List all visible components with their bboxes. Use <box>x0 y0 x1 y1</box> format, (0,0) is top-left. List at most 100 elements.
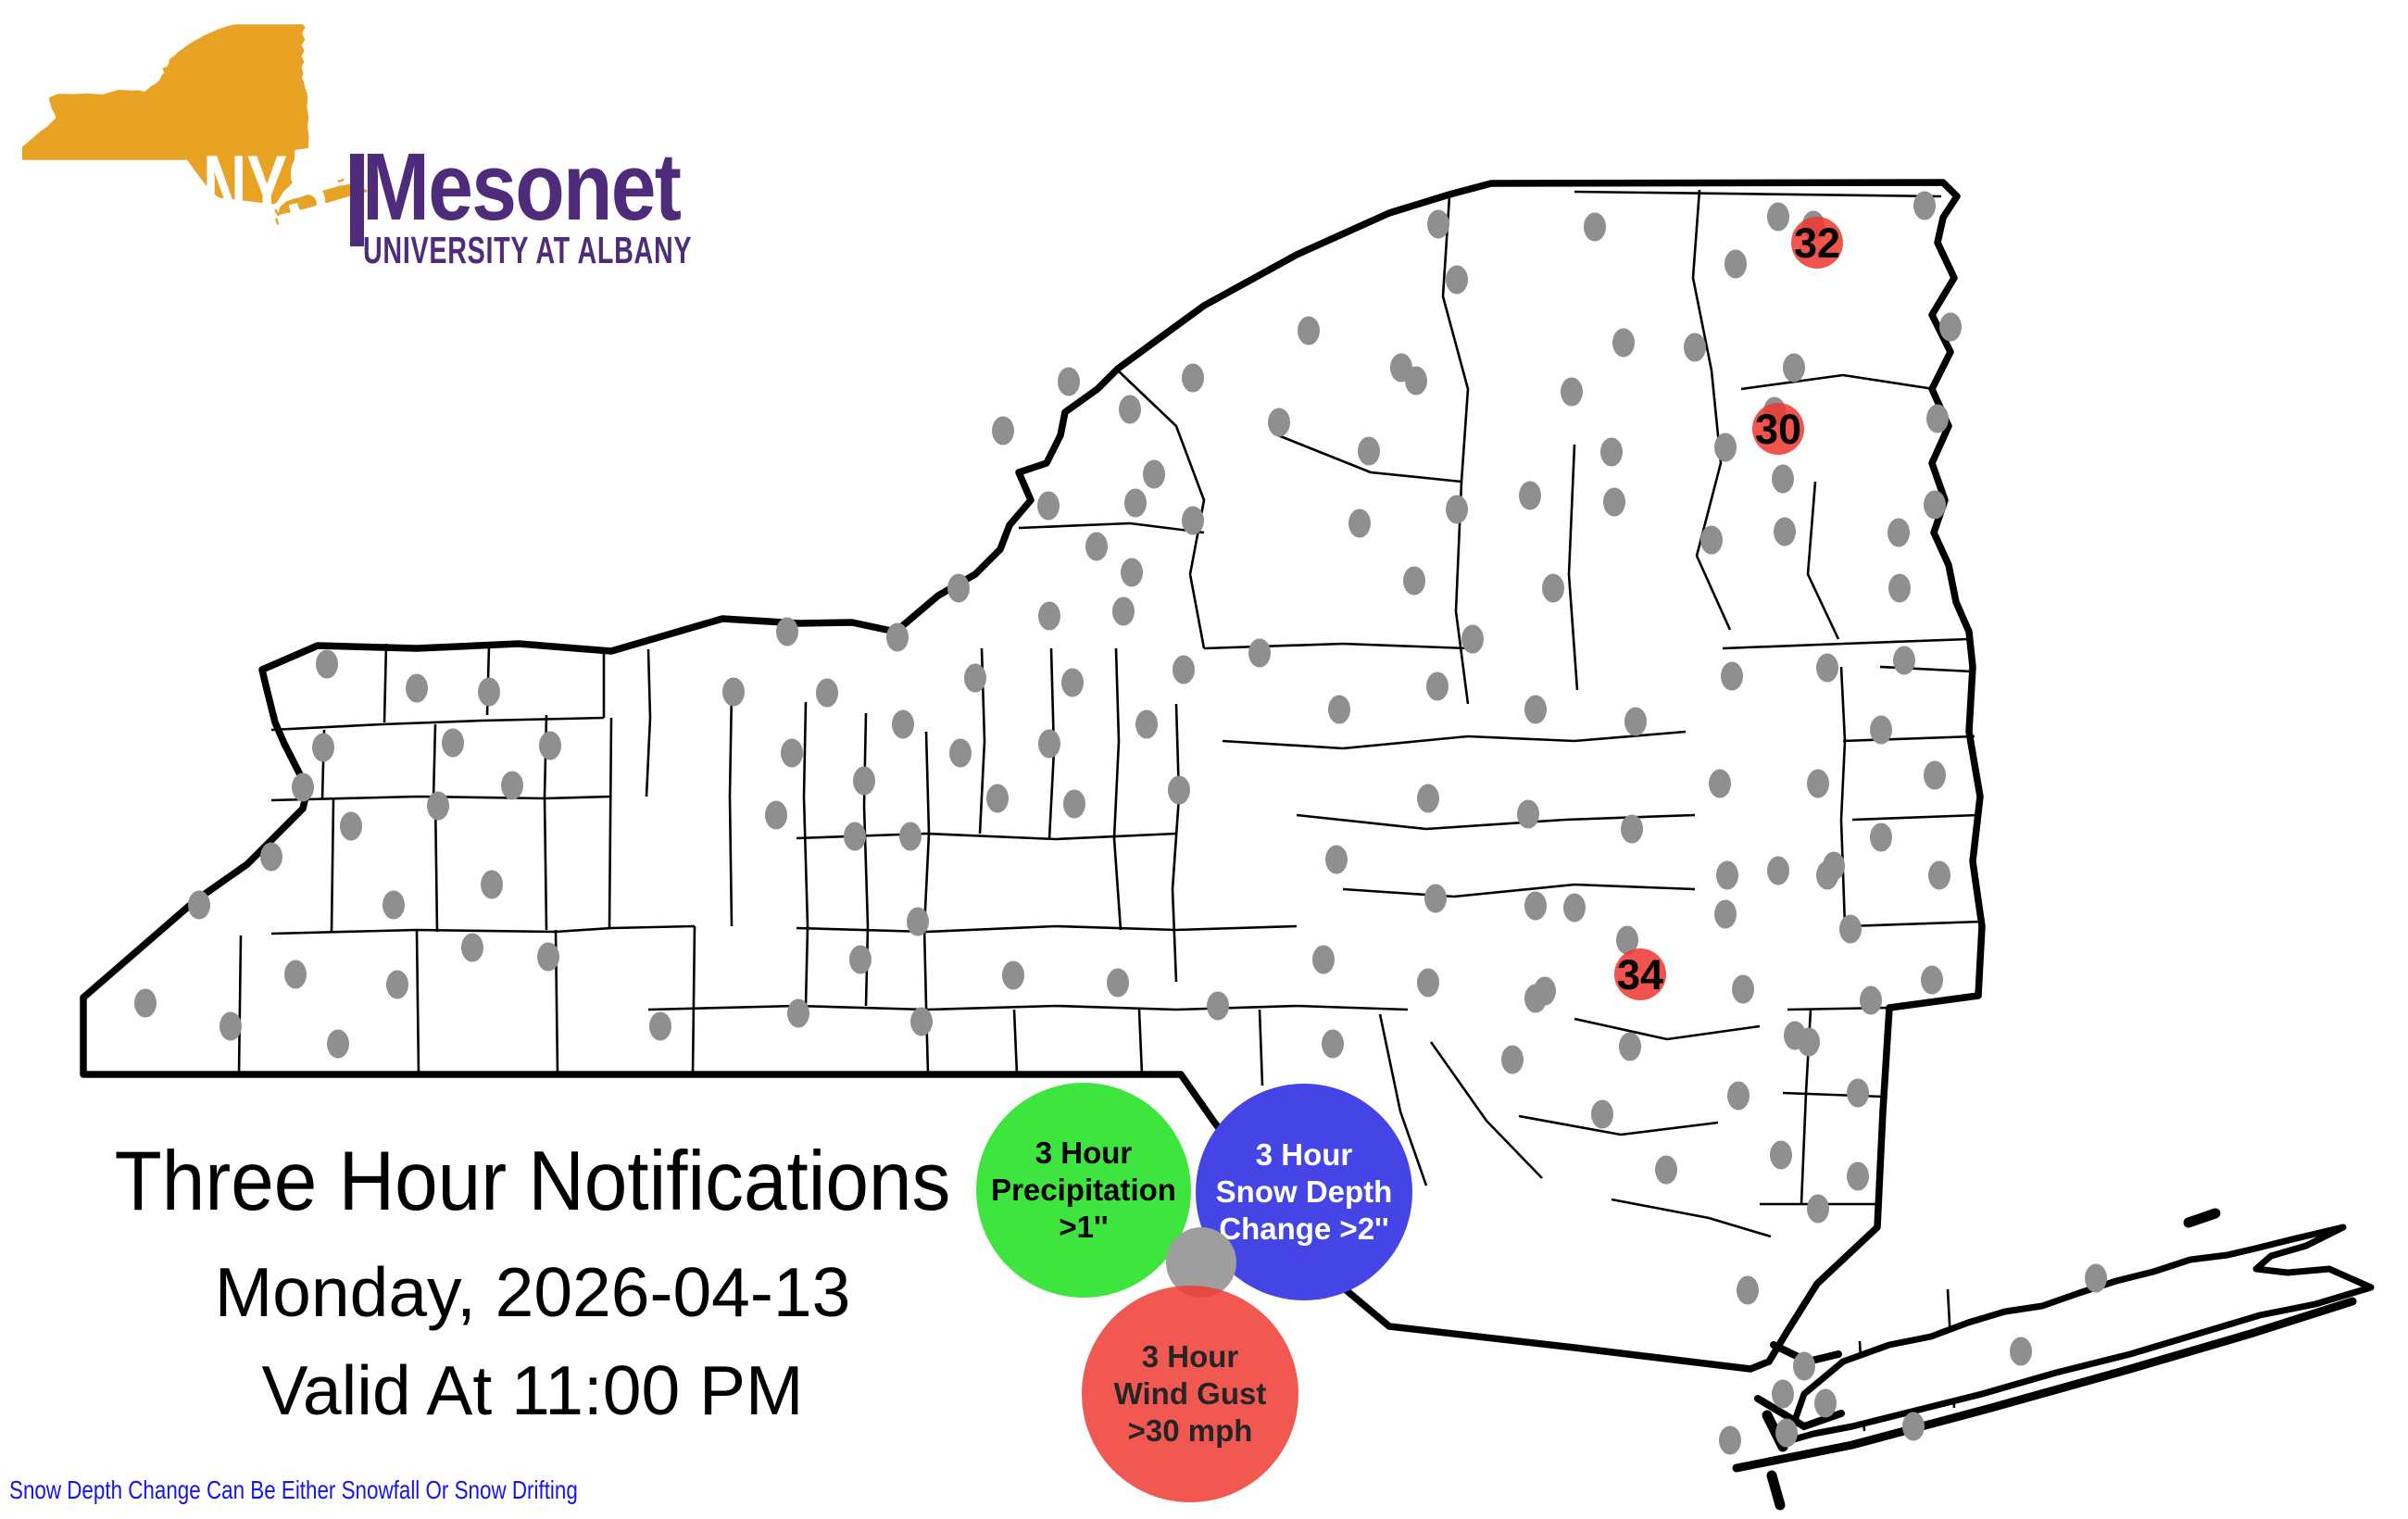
station-dot <box>1063 789 1085 819</box>
station-dot <box>1928 860 1950 890</box>
station-dot <box>1124 488 1147 518</box>
station-dot <box>1298 316 1320 345</box>
station-dot <box>1107 968 1129 998</box>
station-dot <box>1207 991 1229 1021</box>
station-dot <box>1591 1099 1613 1129</box>
station-dot <box>910 1007 933 1036</box>
station-dot <box>1807 769 1829 798</box>
county-boundary <box>802 701 809 1007</box>
station-dot <box>992 416 1014 446</box>
station-dot <box>1724 249 1747 279</box>
notification-value: 30 <box>1755 406 1801 453</box>
station-dot <box>481 870 503 899</box>
station-dot <box>340 811 362 841</box>
station-dot <box>1839 914 1862 944</box>
county-boundary <box>1740 373 1935 391</box>
county-boundary <box>1695 370 1732 631</box>
county-boundary <box>1378 1013 1428 1186</box>
station-dot <box>1913 191 1936 220</box>
station-dot <box>188 890 210 920</box>
county-boundary <box>1574 190 1942 198</box>
notification-value: 32 <box>1794 220 1840 267</box>
station-dot <box>537 942 559 972</box>
station-dot <box>1182 506 1204 535</box>
station-dot <box>1517 799 1539 829</box>
station-dot <box>1446 265 1468 295</box>
station-dot <box>1038 729 1060 759</box>
county-boundary <box>1691 189 1713 371</box>
legend-wind-line3: >30 mph <box>1127 1413 1253 1448</box>
station-dot <box>2085 1263 2107 1293</box>
station-dot <box>1716 860 1738 890</box>
county-boundary <box>1842 734 1975 743</box>
station-dot <box>1624 707 1647 736</box>
station-dot <box>1684 333 1706 362</box>
logo-state-shape-icon <box>21 24 368 225</box>
station-dot <box>1173 655 1195 684</box>
county-boundary <box>1112 647 1122 931</box>
notification-marker <box>1752 403 1804 455</box>
county-boundary <box>270 926 612 935</box>
station-dot <box>787 998 809 1028</box>
station-dot <box>1714 433 1737 462</box>
station-dot <box>1312 945 1335 974</box>
station-dot <box>1112 596 1135 626</box>
county-boundary <box>1454 481 1470 705</box>
date-line: Monday, 2026-04-13 <box>214 1252 851 1331</box>
station-dot <box>1358 436 1380 466</box>
station-dot <box>1888 518 1910 547</box>
station-dot <box>986 784 1009 813</box>
station-dot <box>899 822 922 851</box>
county-boundary <box>1258 1009 1264 1086</box>
legend-wind-gust-circle: 3 Hour Wind Gust >30 mph <box>1082 1286 1298 1502</box>
station-dot <box>1719 1425 1741 1455</box>
logo-nys-text: NYS <box>203 136 328 244</box>
logo-state-path <box>21 24 309 205</box>
legend-snow-line2: Snow Depth <box>1215 1174 1393 1209</box>
station-dot <box>427 791 449 821</box>
station-dot <box>1793 1351 1815 1381</box>
coastline-detail <box>1754 1395 1845 1431</box>
logo-divider-bar <box>350 154 364 246</box>
station-dot <box>1847 1078 1869 1108</box>
page-title: Three Hour Notifications <box>114 1135 951 1228</box>
station-dot <box>1325 845 1348 874</box>
station-dot <box>386 970 408 999</box>
county-boundary <box>543 796 548 931</box>
station-dot <box>461 933 483 962</box>
station-dot <box>1584 212 1606 242</box>
county-boundary <box>1518 1114 1719 1136</box>
station-dot <box>892 709 914 739</box>
station-dot <box>1405 366 1427 395</box>
station-dot <box>284 960 307 989</box>
county-boundary <box>237 935 243 1075</box>
station-dot <box>1902 1412 1925 1441</box>
station-dot <box>383 890 405 920</box>
county-boundary <box>433 797 439 933</box>
station-dot <box>478 677 500 707</box>
station-dot <box>1417 784 1439 813</box>
station-dot <box>1774 517 1796 546</box>
station-dot <box>1888 573 1911 603</box>
valid-time-line: Valid At 11:00 PM <box>261 1351 804 1430</box>
station-dot <box>1870 715 1892 745</box>
logo-mesonet-text: Mesonet <box>362 133 682 240</box>
station-dot <box>1037 491 1060 521</box>
station-dot <box>1322 1029 1344 1059</box>
station-dot <box>949 738 972 768</box>
logo-islet <box>337 179 345 182</box>
station-dot <box>1767 856 1789 885</box>
station-dot <box>1519 481 1541 510</box>
legend-snow-line1: 3 Hour <box>1255 1137 1353 1172</box>
station-dot <box>1616 925 1638 955</box>
station-dot <box>1772 464 1794 494</box>
station-dot <box>1783 353 1805 383</box>
station-dot <box>765 800 787 830</box>
county-boundary <box>415 930 420 1075</box>
county-boundary <box>1574 1017 1761 1041</box>
county-boundary <box>691 925 696 1075</box>
station-dot <box>1823 851 1845 881</box>
station-dot <box>1612 328 1635 358</box>
county-boundary <box>1342 883 1696 898</box>
